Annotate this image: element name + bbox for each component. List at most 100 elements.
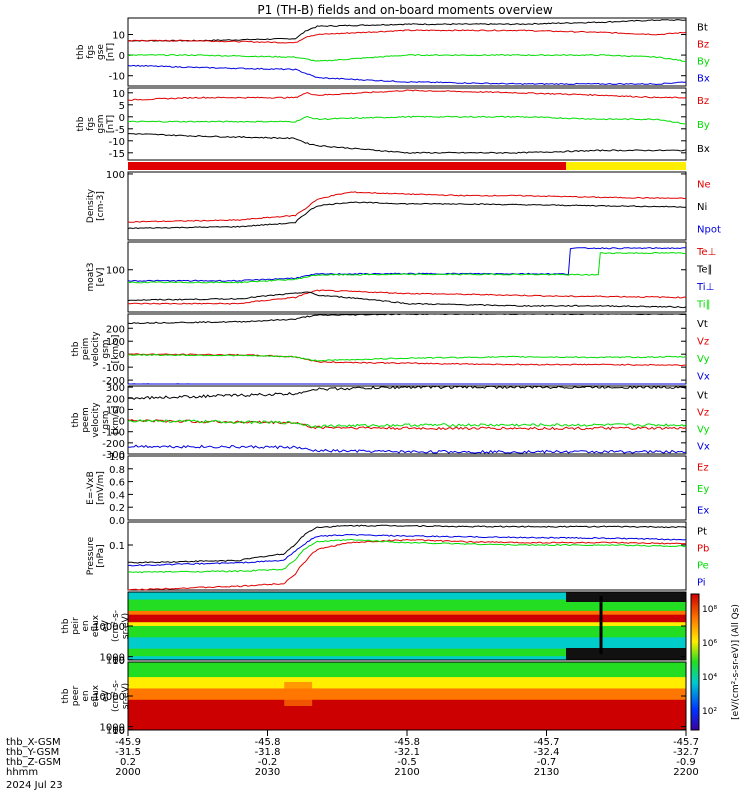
y-axis-label-line: peim	[81, 338, 91, 361]
x-row-value: 2130	[534, 767, 559, 778]
series-line-pressure-0	[128, 525, 686, 563]
legend-pressure-2: Pe	[697, 561, 709, 572]
y-axis-label-line: moat3	[86, 262, 96, 291]
legend-density-1: Ni	[697, 202, 707, 213]
y-tick-label: 10	[112, 656, 125, 667]
y-axis-label-line: (cm²-s-	[111, 680, 121, 712]
y-tick-label: -200	[102, 439, 125, 450]
y-axis-label-line: thb	[71, 341, 81, 356]
y-axis-label-line: eflux	[91, 684, 101, 707]
spectrogram-band	[128, 696, 686, 700]
y-axis-label-line: velocity	[91, 331, 101, 367]
spectrogram-band	[128, 688, 686, 692]
y-tick-label: 0.0	[109, 516, 125, 527]
colorbar-tick-label: 10⁸	[702, 605, 717, 615]
x-row-value: 2200	[673, 767, 698, 778]
series-line-peim_velocity-0	[128, 314, 686, 324]
y-tick-label: 100	[106, 170, 125, 181]
y-axis-label-line: [nPa]	[96, 544, 106, 567]
y-axis-label-line: [km/s]	[111, 335, 121, 364]
spectrogram-band	[128, 673, 686, 677]
y-axis-label-line: eflux	[91, 614, 101, 637]
series-line-fgs_gse-1	[128, 30, 686, 43]
y-tick-label: -5	[115, 125, 125, 136]
panel-mode_bar	[128, 162, 686, 170]
spectrogram-band	[128, 685, 686, 689]
legend-peim_velocity-2: Vy	[697, 354, 710, 365]
y-axis-label-line: [km/s]	[111, 406, 121, 435]
y-axis-label-line: velocity	[91, 402, 101, 438]
colorbar-gradient	[691, 594, 699, 730]
y-tick-label: 0.6	[109, 478, 125, 489]
x-date-label: 2024 Jul 23	[6, 780, 63, 791]
y-axis-label-line: thb	[71, 412, 81, 427]
spectrogram-band	[128, 666, 686, 670]
legend-efield-1: Ey	[697, 484, 709, 495]
spectrogram-band	[128, 677, 686, 681]
y-axis-label-line: en	[81, 620, 91, 631]
y-axis-label-line: fgs	[86, 45, 96, 59]
legend-fgs_gse-2: By	[697, 57, 710, 68]
x-row-label: hhmm	[6, 767, 38, 778]
y-axis-label-line: sr-eV)	[121, 683, 131, 709]
spectrogram-band	[128, 707, 686, 711]
spectrogram-band	[128, 722, 686, 726]
spectrogram-band	[128, 662, 686, 666]
y-tick-label: 0	[119, 113, 125, 124]
series-line-fgs_gsm-1	[128, 116, 686, 124]
spectrogram-spike	[600, 596, 603, 654]
legend-fgs_gsm-0: Bz	[697, 96, 709, 107]
legend-temperature-1: Te∥	[696, 264, 713, 275]
y-tick-label: -10	[109, 137, 125, 148]
legend-fgs_gse-1: Bz	[697, 40, 709, 51]
legend-fgs_gsm-2: Bx	[697, 144, 710, 155]
y-tick-label: -10	[109, 72, 125, 83]
y-axis-label-line: eV	[101, 619, 111, 632]
panel-frame	[128, 18, 686, 86]
legend-efield-0: Ez	[697, 463, 709, 474]
spectrogram-gap-bottom	[566, 648, 686, 660]
y-tick-label: 0.8	[109, 465, 125, 476]
y-tick-label: 0.1	[109, 541, 125, 552]
legend-pressure-3: Pi	[697, 578, 706, 589]
legend-fgs_gse-0: Bt	[697, 23, 708, 34]
spectrogram-band	[128, 719, 686, 723]
y-axis-label-line: thb	[61, 618, 71, 633]
y-tick-label: 10	[112, 30, 125, 41]
y-tick-label: 0.2	[109, 503, 125, 514]
series-line-temperature-3	[128, 253, 686, 283]
series-line-fgs_gse-2	[128, 55, 686, 62]
y-tick-label: 0	[119, 51, 125, 62]
legend-efield-2: Ex	[697, 505, 709, 516]
legend-density-0: Ne	[697, 179, 711, 190]
x-row-value: 2000	[115, 767, 140, 778]
panel-frame	[128, 88, 686, 160]
y-axis-label-line: gsm	[101, 410, 111, 429]
legend-peim_velocity-0: Vt	[697, 319, 708, 330]
y-axis-label-line: sr-eV)	[121, 613, 131, 639]
x-axis-table: thb_X-GSM-45.9-45.8-45.8-45.7-45.7thb_Y-…	[6, 730, 699, 791]
legend-temperature-2: Ti⊥	[696, 282, 714, 293]
y-axis-label-line: [nT]	[106, 115, 116, 133]
series-line-temperature-0	[128, 290, 686, 304]
series-line-fgs_gsm-0	[128, 90, 686, 101]
series-line-fgs_gse-3	[128, 65, 686, 84]
legend-peim_velocity-1: Vz	[697, 336, 709, 347]
y-tick-label: 10	[112, 726, 125, 737]
y-axis-label-line: thb	[76, 44, 86, 59]
legend-peem_velocity-1: Vz	[697, 408, 709, 419]
panel-frame	[128, 456, 686, 520]
y-axis-label-line: thb	[76, 116, 86, 131]
spectrogram-band	[128, 715, 686, 719]
series-line-peim_velocity-2	[128, 354, 686, 361]
colorbar-tick-label: 10²	[702, 707, 717, 717]
